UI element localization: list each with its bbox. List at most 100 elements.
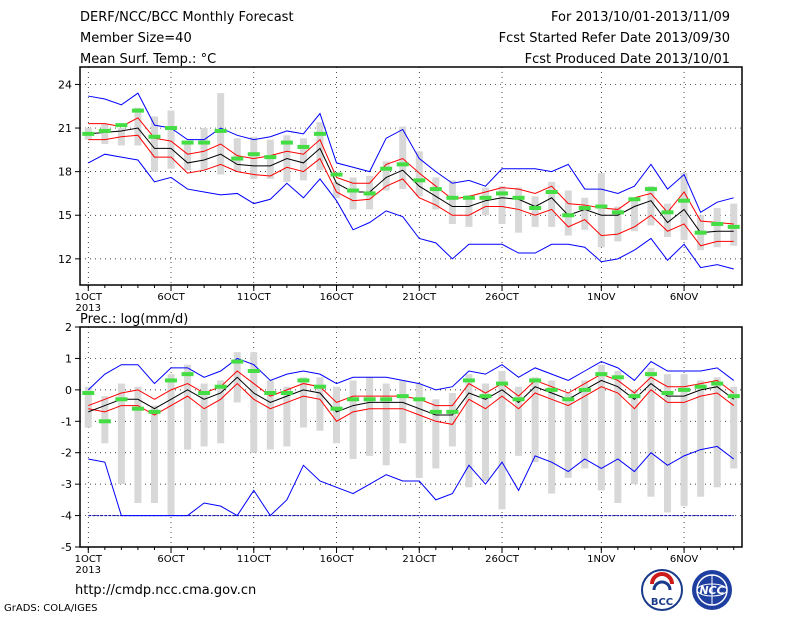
- forecast-marker: [181, 140, 194, 145]
- x-tick-label: 1NOV: [587, 292, 616, 303]
- series-max-line: [88, 92, 734, 214]
- header-right: For 2013/10/01-2013/11/09 Fcst Started R…: [499, 10, 730, 73]
- spread-box: [299, 138, 307, 181]
- series-max-line: [87, 357, 735, 391]
- y-tick-label: -5: [61, 541, 72, 554]
- y-tick-label: 12: [58, 253, 72, 266]
- forecast-marker: [446, 195, 459, 200]
- spread-box: [134, 107, 142, 146]
- ncc-logo: NCC: [692, 570, 732, 610]
- spread-box: [531, 196, 539, 227]
- spread-box: [382, 383, 390, 466]
- forecast-marker: [611, 375, 624, 380]
- spread-box: [581, 380, 589, 469]
- spread-box: [266, 380, 274, 450]
- forecast-marker: [562, 397, 575, 402]
- forecast-period: For 2013/10/01-2013/11/09: [551, 10, 730, 25]
- y-tick-label: 2: [65, 321, 72, 334]
- y-tick-label: 18: [58, 166, 72, 179]
- spread-box: [432, 399, 440, 469]
- spread-box: [415, 383, 423, 478]
- forecast-marker: [529, 378, 542, 383]
- forecast-marker: [694, 230, 707, 235]
- x-year-label: 2013: [76, 303, 101, 314]
- x-tick-label: 6NOV: [670, 292, 699, 303]
- variable-label: Mean Surf. Temp.: °C: [80, 52, 217, 67]
- forecast-marker: [644, 372, 657, 377]
- spread-box: [184, 142, 192, 171]
- forecast-marker: [363, 191, 376, 196]
- forecast-marker: [98, 419, 111, 424]
- spread-box: [432, 177, 440, 210]
- spread-box: [597, 364, 605, 491]
- fcst-start-date: Fcst Started Refer Date 2013/09/30: [498, 31, 730, 46]
- forecast-marker: [247, 152, 260, 157]
- x-tick-label: 6NOV: [670, 554, 699, 565]
- forecast-marker: [678, 198, 691, 203]
- chart-title: DERF/NCC/BCC Monthly Forecast: [80, 10, 294, 25]
- spread-box: [498, 186, 506, 224]
- forecast-marker: [181, 372, 194, 377]
- forecast-marker: [711, 381, 724, 386]
- forecast-marker: [578, 205, 591, 210]
- x-tick-label: 26OCT: [485, 292, 520, 303]
- forecast-marker: [496, 191, 509, 196]
- spread-box: [664, 374, 672, 513]
- forecast-marker: [115, 123, 128, 128]
- forecast-marker: [496, 381, 509, 386]
- y-tick-label: 24: [58, 78, 72, 91]
- plot-frame: [79, 66, 743, 286]
- forecast-marker: [694, 384, 707, 389]
- spread-box: [150, 405, 158, 503]
- spread-box: [399, 380, 407, 444]
- forecast-marker: [727, 394, 740, 399]
- forecast-marker: [165, 126, 178, 131]
- spread-box: [415, 151, 423, 197]
- spread-box: [713, 377, 721, 488]
- forecast-marker: [429, 187, 442, 192]
- member-size: Member Size=40: [80, 31, 192, 46]
- x-tick-label: 1NOV: [587, 554, 616, 565]
- x-tick-label: 6OCT: [157, 554, 185, 565]
- spread-box: [150, 116, 158, 172]
- forecast-marker: [347, 397, 360, 402]
- forecast-marker: [131, 406, 144, 411]
- header-left: DERF/NCC/BCC Monthly Forecast Member Siz…: [80, 10, 294, 73]
- forecast-marker: [198, 391, 211, 395]
- spread-box: [730, 386, 738, 469]
- series-upper-line: [88, 370, 735, 407]
- spread-box: [515, 386, 523, 456]
- spread-box: [184, 364, 192, 450]
- forecast-marker: [545, 387, 558, 392]
- spread-box: [333, 386, 341, 444]
- forecast-marker: [529, 205, 542, 210]
- spread-box: [134, 386, 142, 503]
- x-tick-label: 16OCT: [320, 554, 355, 565]
- forecast-marker: [264, 155, 277, 160]
- forecast-marker: [545, 189, 558, 194]
- forecast-marker: [611, 210, 624, 215]
- spread-box: [316, 122, 324, 171]
- x-tick-label: 21OCT: [402, 554, 437, 565]
- y-tick-label: 21: [58, 122, 72, 135]
- spread-box: [680, 374, 688, 507]
- y-tick-label: 15: [58, 209, 72, 222]
- spread-box: [498, 371, 506, 510]
- forecast-marker: [148, 409, 161, 414]
- spread-box: [548, 380, 556, 494]
- spread-box: [664, 203, 672, 238]
- spread-box: [564, 190, 572, 236]
- spread-box: [399, 126, 407, 190]
- forecast-marker: [82, 391, 95, 395]
- forecast-marker: [330, 172, 343, 177]
- spread-box: [299, 377, 307, 428]
- footer-url[interactable]: http://cmdp.ncc.cma.gov.cn: [75, 583, 257, 598]
- forecast-marker: [231, 359, 244, 364]
- forecast-marker: [711, 221, 724, 226]
- forecast-marker: [380, 166, 393, 171]
- series-min-line: [88, 153, 734, 270]
- forecast-marker: [148, 134, 161, 139]
- bcc-logo-text: BCC: [651, 597, 673, 608]
- spread-box: [581, 197, 589, 230]
- x-tick-label: 1OCT: [75, 554, 103, 565]
